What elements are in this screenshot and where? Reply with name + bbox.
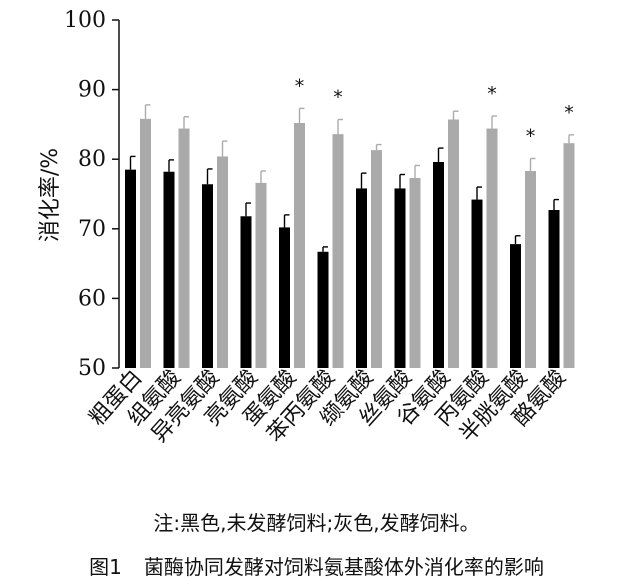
bar [140, 118, 151, 368]
bar [356, 188, 367, 368]
bar [471, 199, 483, 368]
bar [548, 210, 560, 368]
significance-star: * [564, 102, 574, 124]
bar [279, 227, 290, 368]
bar [448, 119, 459, 368]
bar-chart: * * * * * 50 60 70 80 90 100 粗蛋白组氨酸异亮氨酸亮氨酸蛋氨酸苯丙氨酸… [38, 8, 575, 447]
bar [332, 134, 344, 368]
bar [394, 188, 406, 368]
significance-star: * [526, 126, 536, 148]
bar [563, 143, 575, 368]
chart-note: 注:黑色,未发酵饲料;灰色,发酵饲料。 [153, 511, 480, 535]
y-tick-label: 50 [78, 356, 106, 381]
y-tick-label: 90 [78, 78, 106, 103]
y-tick-label: 100 [64, 8, 106, 33]
figure-caption: 图1 菌酶协同发酵对饲料氨基酸体外消化率的影响 [0, 551, 633, 580]
error-bar-layer [129, 104, 574, 252]
y-axis-label: 消化率/% [38, 148, 63, 242]
bar [202, 184, 213, 368]
bar [255, 182, 267, 368]
bar [433, 161, 444, 368]
bar [163, 171, 175, 368]
bar-layer [125, 118, 575, 369]
significance-layer: * * * * * [295, 75, 574, 147]
bar [486, 128, 498, 368]
y-tick-label: 60 [78, 286, 106, 311]
y-tick-label: 70 [78, 217, 106, 242]
bar [240, 216, 252, 368]
bar [409, 177, 421, 368]
significance-star: * [333, 87, 343, 109]
figure-number: 图1 [89, 555, 122, 579]
significance-star: * [487, 83, 497, 105]
bar [217, 156, 228, 368]
bar [371, 150, 382, 368]
figure-title: 菌酶协同发酵对饲料氨基酸体外消化率的影响 [143, 555, 544, 579]
y-tick-label: 80 [78, 147, 106, 172]
bar [525, 171, 536, 368]
bar [510, 244, 521, 368]
bar [317, 251, 329, 368]
bar [125, 169, 136, 368]
y-axis-ticks: 50 60 70 80 90 100 [64, 8, 119, 381]
bar [294, 123, 305, 369]
bar [178, 128, 190, 368]
significance-star: * [295, 75, 305, 97]
